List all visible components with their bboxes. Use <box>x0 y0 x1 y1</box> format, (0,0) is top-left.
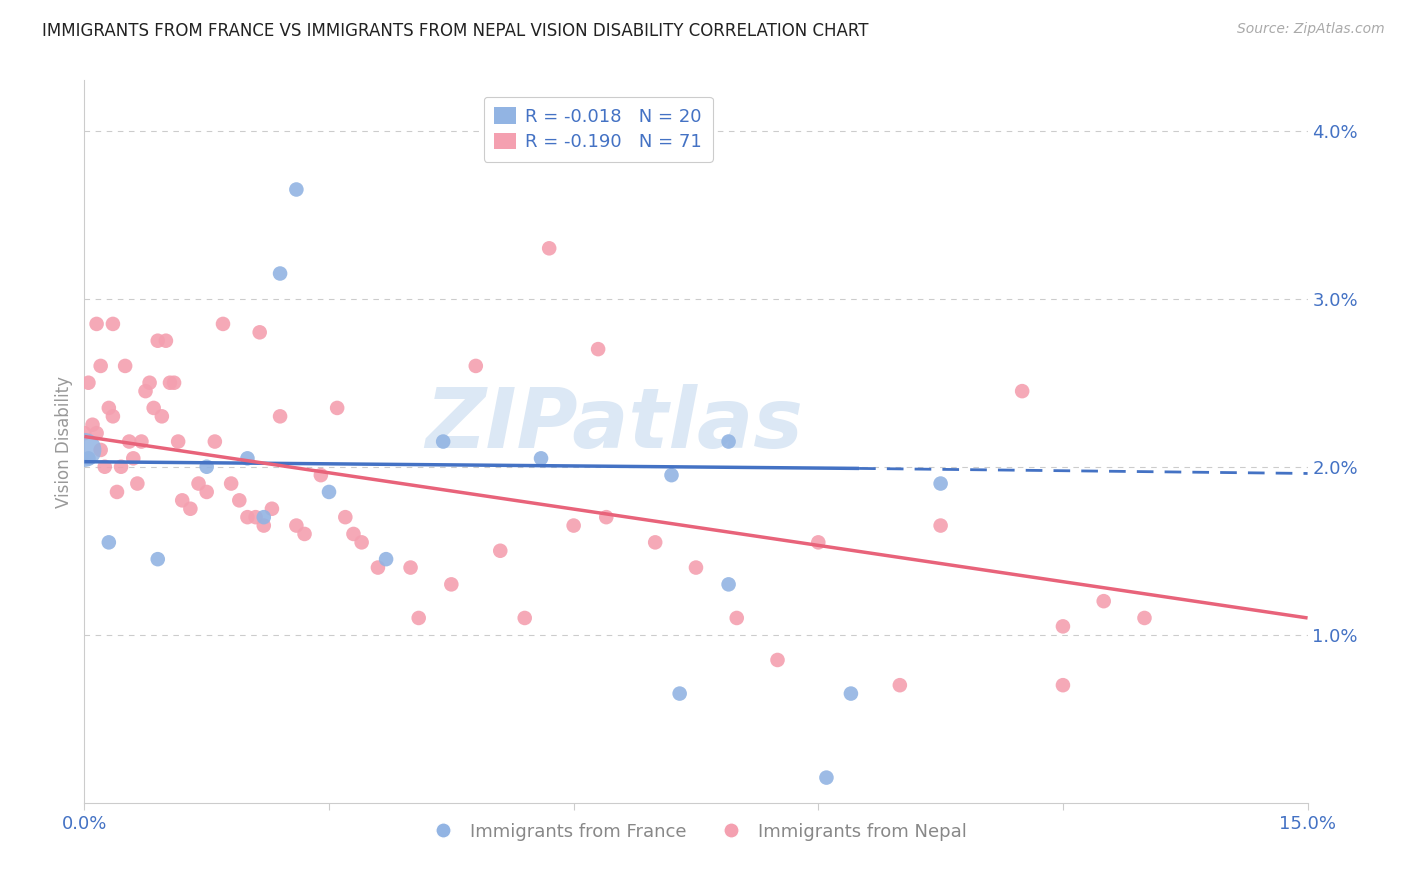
Point <box>432 434 454 449</box>
Point <box>350 535 373 549</box>
Point <box>167 434 190 449</box>
Point <box>269 267 291 281</box>
Point <box>399 560 422 574</box>
Point <box>253 518 276 533</box>
Point <box>1011 384 1033 398</box>
Point <box>110 459 132 474</box>
Legend: Immigrants from France, Immigrants from Nepal: Immigrants from France, Immigrants from … <box>418 815 974 848</box>
Point <box>1052 619 1074 633</box>
Point <box>101 317 124 331</box>
Point <box>142 401 165 415</box>
Point <box>118 434 141 449</box>
Point <box>245 510 267 524</box>
Point <box>195 459 218 474</box>
Point <box>464 359 486 373</box>
Point <box>204 434 226 449</box>
Point <box>122 451 145 466</box>
Point <box>342 527 364 541</box>
Point <box>101 409 124 424</box>
Point <box>172 493 194 508</box>
Point <box>146 552 169 566</box>
Point <box>285 182 308 196</box>
Point <box>294 527 316 541</box>
Point <box>530 451 553 466</box>
Point <box>93 459 115 474</box>
Point <box>260 501 283 516</box>
Point <box>375 552 398 566</box>
Point <box>73 442 96 457</box>
Point <box>1092 594 1115 608</box>
Point <box>717 577 740 591</box>
Point <box>131 434 153 449</box>
Point <box>717 434 740 449</box>
Point <box>146 334 169 348</box>
Point <box>586 342 609 356</box>
Point <box>513 611 536 625</box>
Point <box>97 401 120 415</box>
Point <box>90 442 112 457</box>
Point <box>661 468 683 483</box>
Point <box>253 510 276 524</box>
Point <box>135 384 157 398</box>
Text: ZIPatlas: ZIPatlas <box>426 384 803 466</box>
Point <box>195 485 218 500</box>
Point <box>367 560 389 574</box>
Text: IMMIGRANTS FROM FRANCE VS IMMIGRANTS FROM NEPAL VISION DISABILITY CORRELATION CH: IMMIGRANTS FROM FRANCE VS IMMIGRANTS FRO… <box>42 22 869 40</box>
Point <box>163 376 186 390</box>
Point <box>155 334 177 348</box>
Point <box>179 501 201 516</box>
Point <box>77 376 100 390</box>
Point <box>138 376 160 390</box>
Point <box>86 426 108 441</box>
Point <box>889 678 911 692</box>
Point <box>538 241 561 255</box>
Point <box>212 317 235 331</box>
Point <box>127 476 149 491</box>
Point <box>766 653 789 667</box>
Point <box>90 359 112 373</box>
Point <box>408 611 430 625</box>
Point <box>159 376 181 390</box>
Point <box>114 359 136 373</box>
Point <box>105 485 128 500</box>
Point <box>219 476 242 491</box>
Point <box>815 771 838 785</box>
Point <box>929 518 952 533</box>
Y-axis label: Vision Disability: Vision Disability <box>55 376 73 508</box>
Point <box>595 510 617 524</box>
Point <box>73 426 96 441</box>
Point <box>929 476 952 491</box>
Point <box>236 451 259 466</box>
Point <box>668 687 690 701</box>
Point <box>82 417 104 432</box>
Point <box>1133 611 1156 625</box>
Point <box>318 485 340 500</box>
Point <box>725 611 748 625</box>
Point <box>97 535 120 549</box>
Point <box>489 543 512 558</box>
Point <box>150 409 173 424</box>
Text: Source: ZipAtlas.com: Source: ZipAtlas.com <box>1237 22 1385 37</box>
Point <box>236 510 259 524</box>
Point <box>86 317 108 331</box>
Point <box>685 560 707 574</box>
Point <box>1052 678 1074 692</box>
Point <box>644 535 666 549</box>
Point <box>562 518 585 533</box>
Point <box>839 687 862 701</box>
Point <box>285 518 308 533</box>
Point <box>187 476 209 491</box>
Point <box>335 510 357 524</box>
Point <box>249 326 271 340</box>
Point <box>77 451 100 466</box>
Point <box>269 409 291 424</box>
Point <box>228 493 250 508</box>
Point <box>440 577 463 591</box>
Point <box>326 401 349 415</box>
Point <box>807 535 830 549</box>
Point <box>309 468 332 483</box>
